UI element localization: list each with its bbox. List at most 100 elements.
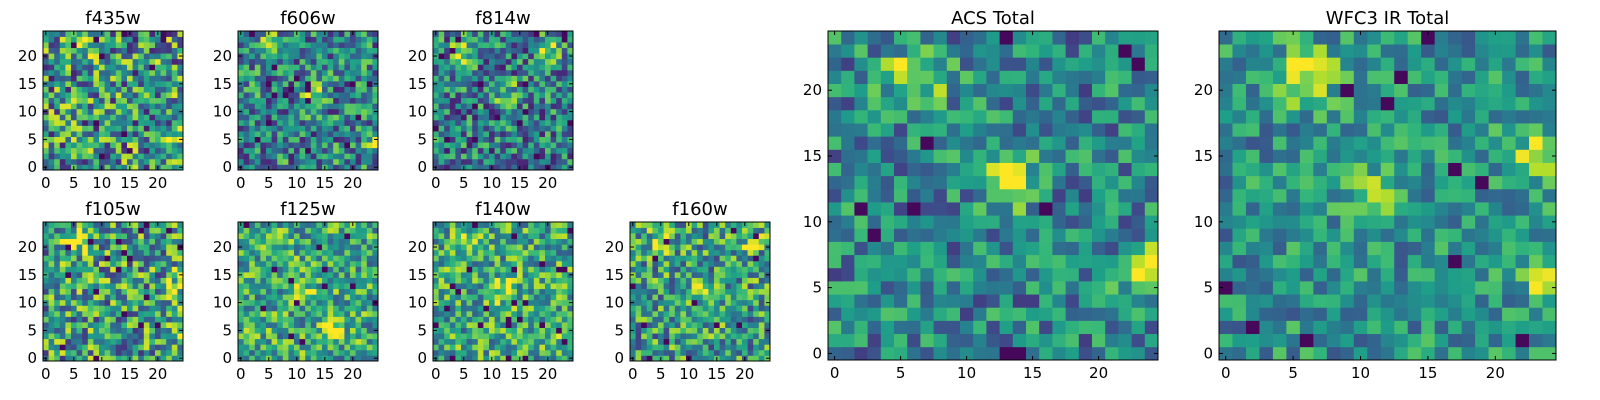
heatmap-cell bbox=[366, 131, 373, 137]
heatmap-cell bbox=[115, 158, 122, 165]
heatmap-cell bbox=[494, 344, 501, 351]
heatmap-cell bbox=[986, 254, 1000, 269]
heatmap-cell bbox=[533, 142, 540, 149]
heatmap-cell bbox=[110, 125, 117, 132]
heatmap-cell bbox=[472, 344, 479, 351]
heatmap-cell bbox=[646, 338, 653, 345]
heatmap-cell bbox=[132, 131, 139, 137]
heatmap-cell bbox=[65, 249, 72, 256]
heatmap-cell bbox=[132, 108, 139, 115]
heatmap-cell bbox=[310, 36, 317, 43]
heatmap-cell bbox=[854, 320, 868, 335]
heatmap-cell bbox=[54, 108, 61, 115]
heatmap-cell bbox=[305, 266, 312, 273]
heatmap-cell bbox=[742, 294, 748, 301]
heatmap-cell bbox=[511, 142, 518, 149]
heatmap-cell bbox=[160, 299, 167, 306]
heatmap-cell bbox=[444, 42, 451, 49]
heatmap-cell bbox=[87, 125, 94, 132]
heatmap-cell bbox=[121, 299, 128, 306]
heatmap-cell bbox=[288, 108, 295, 115]
heatmap-cell bbox=[867, 202, 882, 216]
y-tick-label: 0 bbox=[417, 349, 427, 367]
heatmap-cell bbox=[344, 108, 351, 115]
heatmap-cell bbox=[110, 69, 117, 76]
heatmap-cell bbox=[71, 36, 77, 43]
heatmap-cell bbox=[294, 47, 300, 54]
heatmap-cell bbox=[266, 266, 272, 273]
heatmap-cell bbox=[567, 69, 574, 76]
heatmap-cell bbox=[249, 294, 256, 301]
heatmap-cell bbox=[1131, 202, 1146, 216]
heatmap-cell bbox=[545, 64, 551, 71]
heatmap-cell bbox=[48, 147, 55, 154]
heatmap-cell bbox=[1052, 241, 1066, 256]
heatmap-cell bbox=[327, 108, 334, 115]
heatmap-cell bbox=[758, 349, 765, 356]
heatmap-cell bbox=[350, 349, 356, 356]
heatmap-cell bbox=[533, 119, 540, 126]
heatmap-cell bbox=[973, 149, 987, 163]
heatmap-cell bbox=[355, 322, 362, 328]
heatmap-cell bbox=[550, 344, 557, 351]
heatmap-cell bbox=[271, 81, 278, 87]
heatmap-cell bbox=[483, 338, 490, 345]
heatmap-cell bbox=[674, 277, 681, 284]
heatmap-cell bbox=[121, 244, 128, 251]
heatmap-cell bbox=[366, 108, 373, 115]
heatmap-cell bbox=[841, 320, 855, 335]
heatmap-cell bbox=[65, 119, 72, 126]
heatmap-cell bbox=[641, 260, 648, 267]
heatmap-cell bbox=[472, 305, 479, 312]
heatmap-cell bbox=[1092, 241, 1106, 256]
heatmap-cell bbox=[483, 69, 490, 76]
heatmap-cell bbox=[736, 255, 743, 262]
heatmap-cell bbox=[282, 249, 289, 256]
heatmap-cell bbox=[489, 288, 495, 295]
heatmap-cell bbox=[171, 114, 178, 121]
heatmap-cell bbox=[500, 97, 507, 104]
heatmap-cell bbox=[1092, 294, 1106, 308]
heatmap-cell bbox=[288, 147, 295, 154]
heatmap-cell bbox=[500, 153, 507, 160]
heatmap-cell bbox=[104, 31, 111, 37]
heatmap-cell bbox=[550, 338, 557, 345]
heatmap-cell bbox=[444, 233, 451, 240]
heatmap-cell bbox=[489, 310, 495, 317]
heatmap-cell bbox=[305, 36, 312, 43]
heatmap-cell bbox=[708, 327, 715, 334]
heatmap-cell bbox=[652, 238, 659, 245]
heatmap-cell bbox=[327, 147, 334, 154]
heatmap-cell bbox=[444, 222, 451, 228]
heatmap-cell bbox=[115, 305, 122, 312]
heatmap-cell bbox=[294, 322, 300, 328]
heatmap-cell bbox=[691, 305, 698, 312]
heatmap-cell bbox=[333, 108, 340, 115]
heatmap-cell bbox=[556, 164, 563, 171]
heatmap-cell bbox=[249, 299, 256, 306]
heatmap-cell bbox=[160, 125, 167, 132]
heatmap-cell bbox=[522, 36, 529, 43]
heatmap-cell bbox=[305, 355, 312, 362]
heatmap-cell bbox=[299, 47, 306, 54]
heatmap-cell bbox=[327, 310, 334, 317]
heatmap-cell bbox=[444, 338, 451, 345]
heatmap-cell bbox=[238, 294, 244, 301]
heatmap-cell bbox=[149, 158, 156, 165]
heatmap-cell bbox=[82, 69, 89, 76]
heatmap-cell bbox=[691, 327, 698, 334]
heatmap-cell bbox=[472, 142, 479, 149]
heatmap-cell bbox=[71, 288, 77, 295]
heatmap-cell bbox=[669, 244, 676, 251]
heatmap-cell bbox=[533, 97, 540, 104]
heatmap-cell bbox=[294, 153, 300, 160]
heatmap-cell bbox=[550, 288, 557, 295]
heatmap-cell bbox=[249, 164, 256, 171]
heatmap-cell bbox=[99, 75, 105, 82]
heatmap-cell bbox=[65, 64, 72, 71]
heatmap-cell bbox=[641, 222, 648, 228]
heatmap-cell bbox=[533, 233, 540, 240]
heatmap-cell bbox=[669, 222, 676, 228]
heatmap-cell bbox=[494, 158, 501, 165]
heatmap-cell bbox=[505, 131, 512, 137]
